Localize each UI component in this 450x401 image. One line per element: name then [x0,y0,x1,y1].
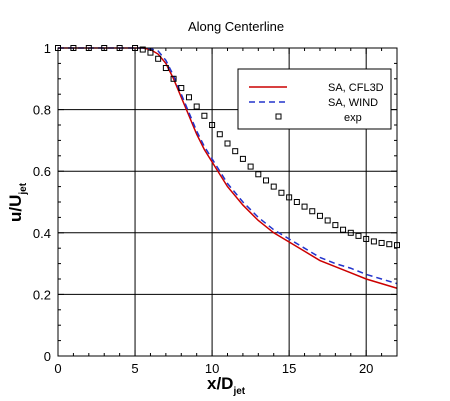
data-point-exp [239,155,246,162]
y-tick-label: 0.4 [33,226,51,241]
data-point-exp [309,208,316,215]
data-point-exp [255,171,262,178]
data-point-exp [293,199,300,205]
legend-label-sa-cfl3d: SA, CFL3D [328,82,384,94]
y-axis-label-sub: jet [18,182,29,195]
data-point-exp [363,235,370,242]
series-line-sa-cfl3d [58,47,398,289]
data-point-exp [340,226,347,233]
data-point-exp [286,194,293,201]
y-ticks: 0 0.2 0.4 0.6 0.8 1 [33,41,397,364]
y-tick-label: 0.8 [33,103,51,118]
x-ticks: 0 5 10 15 20 [54,48,398,376]
data-point-exp [232,148,239,155]
y-tick-label: 0.6 [33,164,51,179]
y-tick-label: 1 [44,41,51,56]
data-point-exp [185,94,192,101]
y-axis-label-main: u/U [6,195,25,222]
data-point-exp [378,239,385,246]
data-point-exp [270,183,277,190]
data-point-exp [332,222,339,229]
data-point-exp [278,189,285,196]
data-point-exp [224,140,231,147]
legend: SA, CFL3D SA, WIND exp [237,68,392,130]
x-tick-label: 0 [54,361,61,376]
x-tick-label: 5 [131,361,138,376]
x-axis-label: x/Djet [207,374,246,397]
x-axis-label-sub: jet [232,386,245,397]
data-point-exp [301,203,308,210]
chart-title: Along Centerline [188,19,284,34]
legend-box [237,68,392,130]
legend-label-exp: exp [344,112,362,124]
data-point-exp [170,75,177,82]
y-tick-label: 0 [44,349,51,364]
data-point-exp [370,238,377,245]
legend-swatch-exp [275,113,282,120]
data-point-exp [162,65,169,72]
data-point-exp [155,55,162,62]
x-tick-label: 15 [282,361,296,376]
data-point-exp [316,212,323,219]
data-point-exp [324,217,331,224]
data-point-exp [209,122,216,128]
data-point-exp [247,163,254,170]
data-point-exp [355,232,362,239]
data-point-exp [347,229,354,236]
x-axis-label-main: x/D [207,374,233,393]
y-tick-label: 0.2 [33,287,51,302]
data-point-exp [193,103,200,110]
series-line-sa-wind [58,47,398,285]
data-point-exp [216,131,223,138]
y-axis-label: u/Ujet [6,182,29,222]
data-point-exp [386,241,393,248]
data-point-exp [201,112,208,119]
data-point-exp [263,177,270,184]
x-tick-label: 10 [205,361,219,376]
data-point-exp [139,46,146,53]
data-point-exp [178,85,185,92]
legend-label-sa-wind: SA, WIND [328,97,378,109]
x-tick-label: 20 [359,361,373,376]
